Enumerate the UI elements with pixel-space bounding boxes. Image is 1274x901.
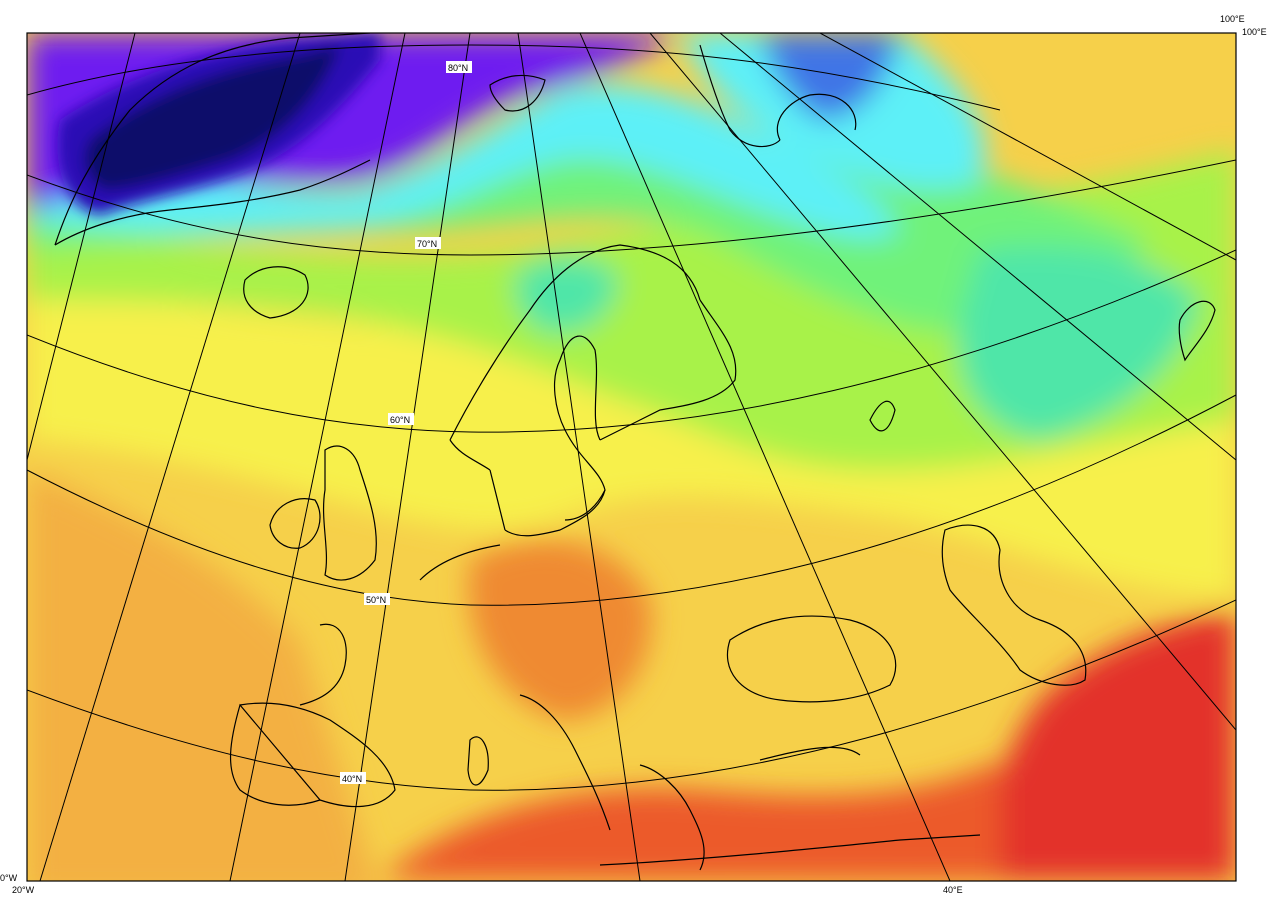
lat-label-40: 40°N: [340, 772, 366, 784]
b-yellow-region: [27, 290, 1236, 600]
b-red-se-region: [980, 610, 1236, 881]
lat-label-70: 70°N: [415, 237, 441, 249]
coastlines: [54, 33, 1216, 871]
lat-60-text: 60°N: [390, 415, 410, 425]
lat-label-50: 50°N: [364, 593, 390, 605]
b-aqua-scan-region: [515, 257, 620, 333]
b-cyan-region: [27, 84, 900, 239]
lon-label-100e-inner: 100°E: [1242, 27, 1267, 37]
b-orange-sw-region: [27, 470, 376, 881]
graticule: [27, 33, 1236, 881]
lat-70-text: 70°N: [417, 239, 437, 249]
g-navy-region: [85, 45, 340, 190]
b-aqua-east-region: [958, 246, 1200, 440]
lat-40-text: 40°N: [342, 774, 362, 784]
b-lightgreen-region: [27, 130, 1150, 332]
lon-label-100e-outer: 100°E: [1220, 14, 1245, 24]
lat-80-text: 80°N: [448, 63, 468, 73]
lat-label-60: 60°N: [388, 413, 414, 425]
b-darkorange-region: [468, 539, 652, 720]
lat-label-80: 80°N: [446, 61, 472, 73]
map-frame: [26, 32, 1237, 882]
lon-label-40e: 40°E: [943, 885, 963, 895]
longitude-labels: 100°E 100°E 0°W 20°W 40°E: [0, 14, 1267, 895]
b-orange-s-region: [380, 760, 1000, 881]
lat-50-text: 50°N: [366, 595, 386, 605]
lon-label-0w: 0°W: [0, 873, 18, 883]
b-blue-ne-region: [760, 33, 900, 120]
latitude-labels: 80°N 70°N 60°N 50°N 40°N: [340, 61, 472, 784]
lon-label-20w: 20°W: [12, 885, 35, 895]
